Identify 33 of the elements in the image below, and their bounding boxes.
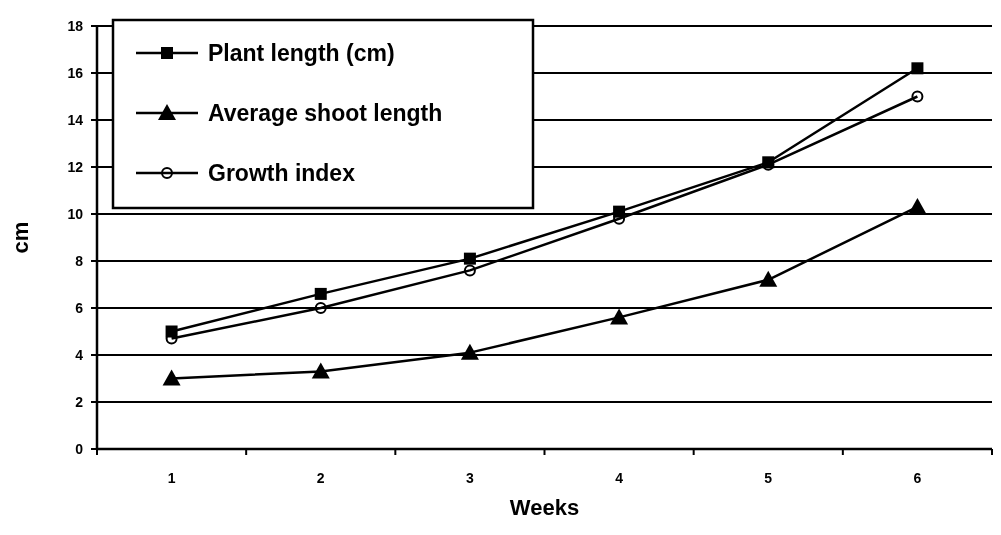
point — [314, 287, 327, 300]
point — [610, 308, 629, 325]
y-tick-label: 12 — [67, 158, 84, 175]
y-tick-label: 4 — [75, 346, 84, 363]
x-tick-label: 5 — [764, 470, 773, 486]
point — [162, 369, 181, 386]
point — [463, 264, 476, 277]
point — [463, 252, 476, 265]
point — [911, 90, 924, 103]
y-tick-label: 8 — [75, 252, 84, 269]
legend-label: Average shoot length — [208, 100, 443, 127]
legend-label: Growth index — [208, 160, 356, 187]
y-tick-label: 2 — [75, 393, 84, 410]
x-tick-label: 1 — [167, 470, 176, 486]
x-tick-label: 2 — [316, 470, 325, 486]
y-axis-title: cm — [8, 221, 33, 254]
point — [759, 270, 778, 287]
x-axis-title: Weeks — [509, 495, 580, 520]
y-tick-label: 18 — [67, 17, 84, 34]
y-tick-label: 6 — [75, 299, 84, 316]
x-tick-label: 4 — [615, 470, 624, 486]
point — [911, 62, 924, 75]
y-tick-label: 16 — [67, 64, 84, 81]
point — [908, 197, 927, 214]
legend-label: Plant length (cm) — [208, 40, 395, 67]
y-tick-label: 14 — [67, 111, 84, 128]
y-tick-label: 10 — [67, 205, 84, 222]
y-tick-label: 0 — [75, 440, 84, 457]
x-tick-label: 6 — [913, 470, 922, 486]
point — [311, 362, 330, 379]
x-tick-label: 3 — [466, 470, 475, 486]
point — [460, 343, 479, 360]
point — [314, 302, 327, 314]
